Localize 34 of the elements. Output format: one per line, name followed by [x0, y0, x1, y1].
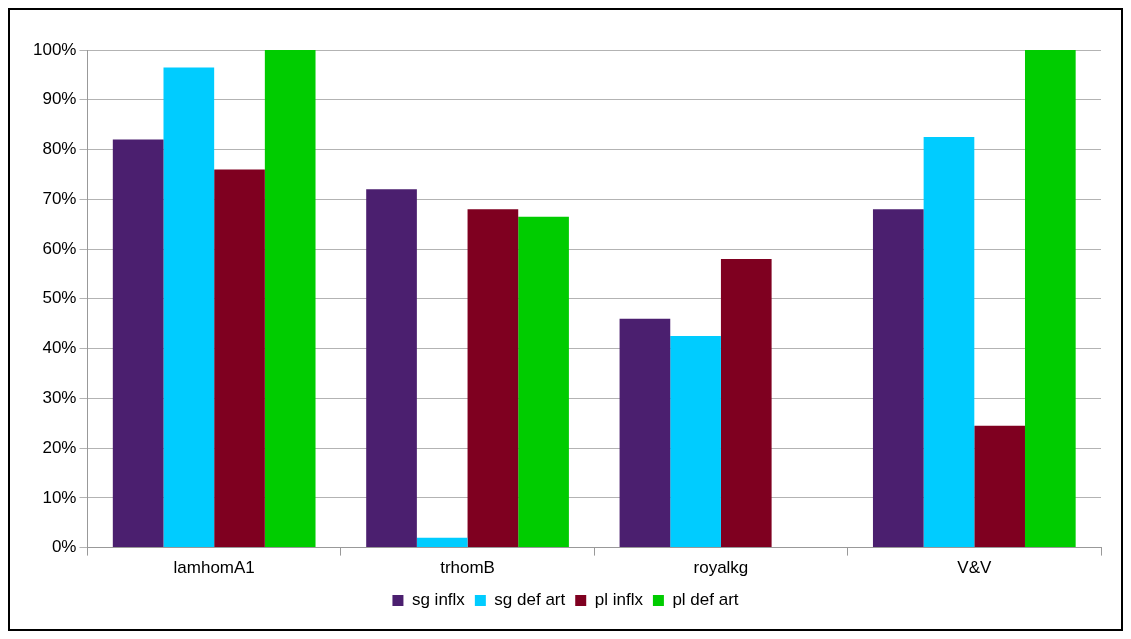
bar [974, 425, 1025, 548]
bar [416, 537, 468, 548]
y-tick-label: 10% [42, 487, 77, 507]
bar [112, 139, 164, 548]
y-tick-label: 40% [42, 338, 77, 358]
bar [720, 258, 772, 548]
bar [467, 209, 519, 548]
bar [214, 169, 265, 548]
legend-label: sg def art [494, 590, 566, 610]
bar [264, 50, 316, 548]
x-tick-label: lamhomA1 [173, 558, 255, 578]
y-tick-label: 100% [33, 39, 77, 59]
y-tick-label: 70% [42, 188, 77, 208]
bar [1024, 50, 1076, 548]
y-tick-label: 80% [42, 139, 77, 159]
legend-label: sg inflx [411, 590, 466, 610]
bar [923, 137, 975, 548]
bar [872, 209, 924, 548]
x-tick-label: royalkg [693, 558, 749, 578]
y-tick-label: 30% [42, 388, 77, 408]
bar [619, 318, 671, 548]
legend-label: pl inflx [594, 590, 644, 610]
y-tick-label: 90% [42, 89, 77, 109]
y-tick-label: 0% [51, 537, 77, 557]
bar [518, 216, 569, 548]
y-tick-label: 50% [42, 288, 77, 308]
bar [366, 189, 417, 548]
x-tick-label: trhomB [440, 558, 495, 578]
y-tick-label: 60% [42, 238, 77, 258]
bar [163, 67, 215, 548]
bar [670, 336, 721, 548]
x-tick-label: V&V [957, 558, 992, 578]
y-tick-label: 20% [42, 437, 77, 457]
legend-label: pl def art [672, 590, 739, 610]
